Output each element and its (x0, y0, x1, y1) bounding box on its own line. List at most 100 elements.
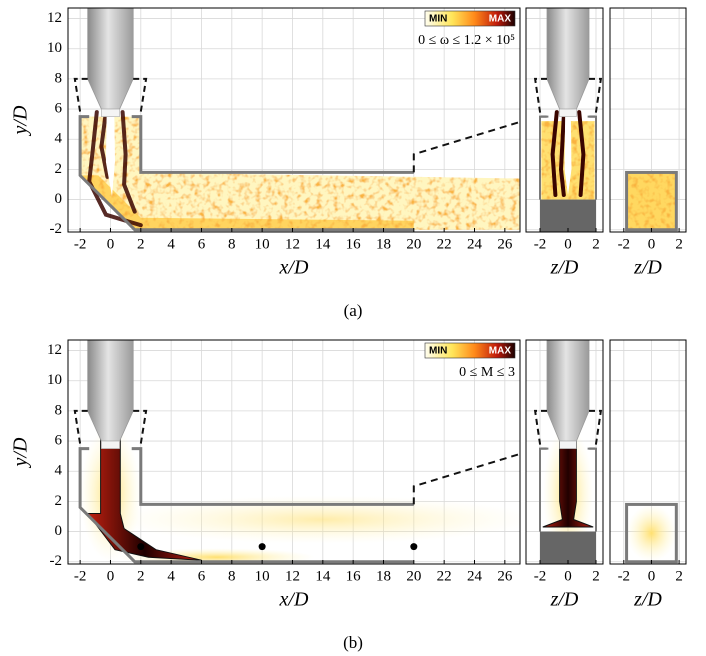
vorticity-jet (558, 114, 566, 197)
axes-frame (525, 339, 604, 565)
y-tick-label: 2 (55, 493, 63, 509)
x-tick-label: 10 (255, 236, 270, 252)
mach-field (626, 504, 677, 562)
field (533, 340, 603, 564)
plenum-block (540, 199, 596, 232)
x-tick-label: 6 (198, 236, 206, 252)
y-tick-label: 4 (55, 131, 63, 147)
dashed-outline (131, 409, 148, 450)
vorticity-jet (99, 110, 110, 179)
nozzle-cylinder (546, 340, 590, 442)
y-tick-label: 8 (55, 70, 63, 86)
dashed-outline (587, 409, 603, 450)
y-tick-label: -2 (50, 553, 63, 569)
annotation: 0 ≤ M ≤ 3 (459, 365, 515, 380)
y-tick-label: 10 (47, 40, 62, 56)
dashed-outline (533, 77, 549, 118)
x-tick-label: -2 (618, 568, 631, 584)
x-tick-label: 12 (285, 236, 300, 252)
x-tick-label: 14 (315, 568, 331, 584)
y-axis-label: y/D (10, 105, 32, 136)
x-axis-label: z/D (550, 589, 579, 611)
mach-jet (542, 433, 594, 528)
x-tick-label: 2 (675, 236, 683, 252)
x-axis-label: z/D (633, 589, 662, 611)
vorticity-field (626, 172, 677, 230)
x-tick-label: 0 (648, 236, 656, 252)
probe-point (137, 543, 145, 551)
jet-core (105, 112, 115, 197)
nozzle-cylinder (87, 8, 134, 110)
x-tick-label: -2 (74, 568, 87, 584)
duct-wall (539, 115, 549, 200)
y-tick-label: 0 (55, 191, 63, 207)
field (73, 8, 520, 232)
x-tick-label: 2 (675, 568, 683, 584)
x-tick-label: 0 (107, 236, 115, 252)
x-tick-label: 16 (346, 236, 362, 252)
x-tick-label: 26 (497, 236, 513, 252)
x-tick-label: 0 (107, 568, 115, 584)
dashed-outline (587, 77, 603, 118)
colorbar-max: MAX (489, 14, 512, 25)
x-tick-label: 0 (564, 236, 572, 252)
nozzle-tip (559, 440, 577, 449)
y-tick-label: 0 (55, 523, 63, 539)
nozzle-tip (559, 108, 577, 117)
field (625, 170, 678, 232)
x-tick-label: 22 (437, 568, 452, 584)
vorticity-field (80, 116, 520, 230)
dashed-outline (73, 77, 90, 118)
probe-point (258, 543, 266, 551)
x-tick-label: 24 (467, 236, 483, 252)
axes-frame (67, 339, 521, 565)
colorbar-min: MIN (429, 346, 447, 357)
x-tick-label: 18 (376, 568, 391, 584)
panel: -2 0 2 z/D (609, 7, 687, 279)
x-tick-label: 2 (592, 568, 600, 584)
duct-wall (539, 447, 549, 532)
x-tick-label: 2 (137, 236, 145, 252)
x-tick-label: -2 (534, 568, 547, 584)
x-tick-label: 20 (406, 236, 421, 252)
duct-wall (78, 447, 414, 564)
x-axis-label: z/D (633, 257, 662, 279)
x-tick-label: 2 (592, 236, 600, 252)
field (625, 502, 678, 564)
x-tick-label: 4 (167, 236, 175, 252)
duct-wall (587, 447, 597, 532)
y-tick-label: 2 (55, 161, 63, 177)
jet-core (564, 112, 572, 195)
vorticity-jet (577, 110, 586, 197)
vorticity-jet (120, 110, 137, 214)
y-tick-label: 4 (55, 463, 63, 479)
x-tick-label: -2 (618, 236, 631, 252)
x-tick-label: -2 (74, 236, 87, 252)
dashed-outline (131, 77, 148, 118)
x-tick-label: 6 (198, 568, 206, 584)
field (73, 340, 520, 564)
panel: -2 0 2 z/D (609, 339, 687, 611)
y-tick-label: -2 (50, 221, 63, 237)
x-tick-label: 0 (564, 568, 572, 584)
vorticity-band (80, 175, 414, 230)
axes-frame (67, 7, 521, 233)
probe-point (410, 543, 418, 551)
x-axis-label: x/D (279, 257, 309, 279)
y-tick-label: 6 (55, 101, 63, 117)
axes-frame (609, 339, 687, 565)
colorbar (424, 10, 516, 27)
panel: -2 0 2 z/D (525, 7, 604, 279)
duct-wall (587, 115, 597, 200)
x-tick-label: 8 (228, 568, 236, 584)
x-tick-label: 18 (376, 236, 391, 252)
x-tick-label: 4 (167, 568, 175, 584)
x-axis-label: z/D (550, 257, 579, 279)
x-tick-label: -2 (534, 236, 547, 252)
mach-halo (110, 495, 520, 544)
dashed-outline (73, 409, 90, 450)
x-tick-label: 8 (228, 236, 236, 252)
panel: -2 0 2 z/D (525, 339, 604, 611)
